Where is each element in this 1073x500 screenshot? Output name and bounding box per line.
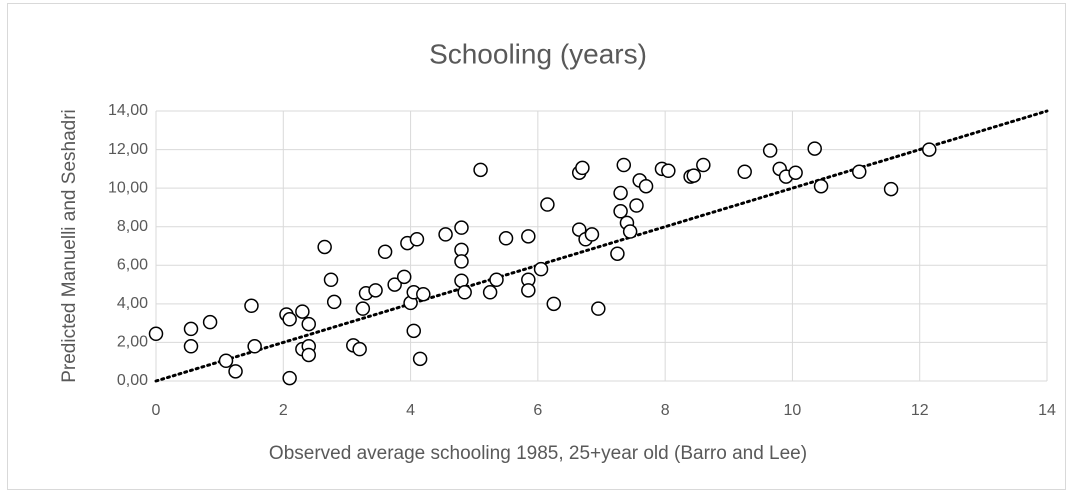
data-point — [295, 304, 310, 319]
data-point — [610, 246, 625, 261]
data-point — [737, 164, 752, 179]
data-point — [540, 197, 555, 212]
data-point — [183, 339, 199, 354]
data-point — [352, 341, 367, 357]
data-point — [406, 323, 422, 339]
x-tick-label: 6 — [533, 402, 542, 419]
data-point — [368, 283, 383, 298]
data-point — [521, 283, 536, 298]
data-point — [922, 142, 937, 157]
data-point — [661, 163, 676, 179]
data-point — [622, 224, 638, 239]
data-point — [613, 204, 628, 219]
chart-title: Schooling (years) — [429, 38, 647, 69]
data-point — [355, 301, 371, 316]
y-tick-label: 2,00 — [117, 334, 148, 351]
x-tick-label: 2 — [279, 402, 288, 419]
y-tick-label: 4,00 — [117, 295, 148, 312]
data-point — [326, 294, 342, 310]
data-point — [686, 168, 702, 183]
y-tick-label: 6,00 — [117, 257, 148, 274]
data-point — [218, 353, 234, 368]
data-point — [473, 162, 488, 178]
data-point — [762, 143, 778, 158]
data-point — [396, 269, 412, 285]
data-point — [454, 254, 469, 269]
data-point — [247, 339, 262, 354]
data-point — [584, 227, 600, 242]
data-point — [416, 286, 431, 302]
data-point — [482, 285, 498, 300]
data-point — [629, 198, 644, 213]
chart-border — [7, 3, 1066, 490]
data-point — [244, 298, 259, 314]
data-point — [807, 141, 822, 156]
x-tick-label: 4 — [406, 402, 415, 419]
y-axis-label: Predicted Manuelli and Seshadri — [59, 109, 80, 383]
data-point — [282, 312, 297, 327]
data-point — [438, 227, 453, 242]
data-point — [457, 285, 472, 300]
y-tick-label: 12,00 — [108, 141, 148, 158]
x-axis-label: Observed average schooling 1985, 25+year… — [269, 443, 807, 464]
data-point — [409, 232, 425, 247]
data-point — [323, 272, 339, 287]
data-point — [377, 244, 393, 260]
data-point — [489, 272, 504, 287]
data-point — [616, 157, 632, 173]
data-point — [387, 277, 402, 292]
data-point — [454, 220, 469, 235]
y-tick-label: 10,00 — [108, 179, 148, 196]
reference-line — [154, 109, 1049, 383]
x-tick-label: 12 — [911, 402, 929, 419]
data-point — [613, 185, 628, 201]
data-point — [228, 364, 243, 379]
data-point — [412, 351, 428, 367]
data-point — [575, 160, 590, 176]
data-point — [638, 178, 654, 194]
data-point — [202, 314, 218, 330]
data-point — [282, 370, 297, 386]
data-point — [696, 157, 711, 173]
data-point — [813, 178, 829, 194]
data-point — [301, 316, 316, 332]
data-point — [533, 261, 549, 277]
data-point — [521, 229, 536, 244]
data-point — [301, 347, 316, 363]
y-tick-label: 8,00 — [117, 218, 148, 235]
data-point — [498, 231, 514, 246]
x-tick-label: 0 — [152, 402, 161, 419]
data-point — [852, 164, 867, 179]
data-point — [546, 296, 562, 312]
data-point — [317, 239, 332, 255]
y-tick-label: 0,00 — [117, 372, 148, 389]
x-tick-label: 14 — [1038, 402, 1056, 419]
x-tick-label: 10 — [784, 402, 802, 419]
data-point — [148, 326, 164, 341]
data-point — [591, 301, 606, 316]
y-tick-label: 14,00 — [108, 102, 148, 119]
data-point — [183, 321, 199, 337]
data-point — [883, 181, 899, 197]
data-point — [788, 165, 803, 180]
x-tick-label: 8 — [661, 402, 670, 419]
